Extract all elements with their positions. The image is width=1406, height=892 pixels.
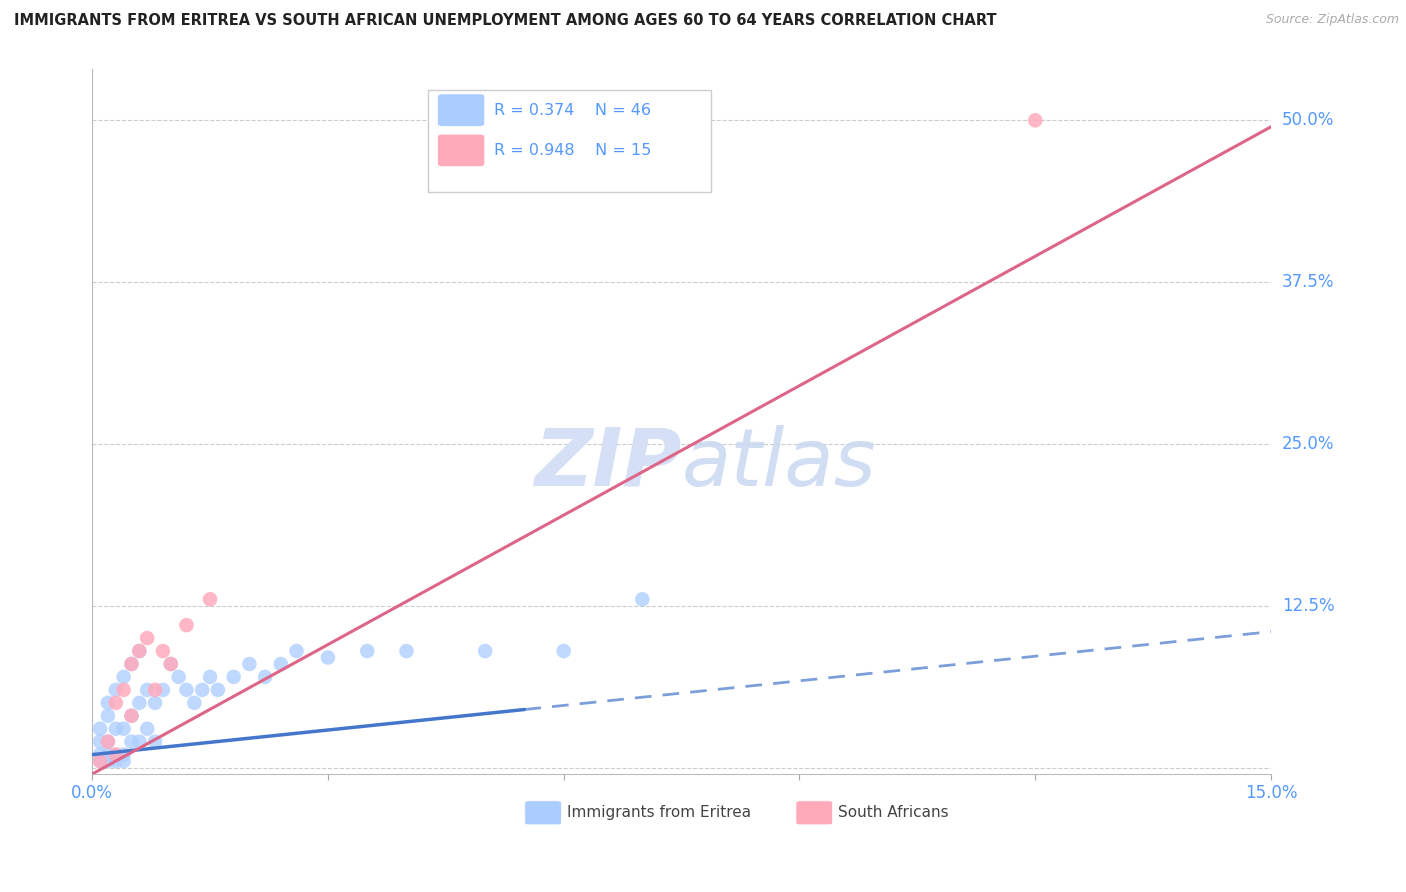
Point (159, 657, 181, 671)
Point (136, 682, 159, 697)
Point (254, 670, 277, 684)
Point (121, 657, 143, 671)
Point (128, 644, 150, 658)
Point (395, 644, 418, 658)
Point (97, 754, 120, 768)
Point (121, 734, 143, 748)
FancyBboxPatch shape (437, 94, 485, 127)
Point (191, 682, 214, 697)
Point (474, 644, 496, 658)
Point (238, 657, 260, 671)
Point (136, 631, 159, 645)
Point (198, 670, 221, 684)
Point (121, 708, 143, 723)
Point (152, 644, 174, 658)
FancyBboxPatch shape (796, 801, 832, 825)
Point (128, 696, 150, 710)
Point (207, 682, 229, 697)
Point (112, 670, 135, 684)
Point (121, 657, 143, 671)
Text: atlas: atlas (682, 425, 876, 502)
Point (136, 722, 159, 736)
Point (1024, 113, 1046, 128)
Point (89, 754, 111, 768)
Text: 12.5%: 12.5% (1282, 597, 1334, 615)
Point (553, 644, 575, 658)
Text: R = 0.374    N = 46: R = 0.374 N = 46 (494, 103, 651, 118)
Point (104, 682, 127, 697)
Text: 37.5%: 37.5% (1282, 273, 1334, 291)
Text: 50.0%: 50.0% (1282, 112, 1334, 129)
Point (222, 670, 245, 684)
Point (167, 670, 190, 684)
Point (112, 722, 135, 736)
Point (176, 682, 198, 697)
Point (97, 747, 120, 762)
Point (97, 696, 120, 710)
Point (89, 754, 111, 768)
Point (97, 734, 120, 748)
Point (143, 696, 166, 710)
Point (631, 592, 654, 607)
Point (316, 650, 339, 665)
Text: R = 0.948    N = 15: R = 0.948 N = 15 (494, 143, 651, 158)
Text: IMMIGRANTS FROM ERITREA VS SOUTH AFRICAN UNEMPLOYMENT AMONG AGES 60 TO 64 YEARS : IMMIGRANTS FROM ERITREA VS SOUTH AFRICAN… (14, 13, 997, 29)
Point (104, 722, 127, 736)
Point (128, 734, 150, 748)
Point (159, 657, 181, 671)
Point (121, 708, 143, 723)
Point (143, 734, 166, 748)
FancyBboxPatch shape (429, 90, 711, 192)
FancyBboxPatch shape (437, 134, 485, 167)
Text: Source: ZipAtlas.com: Source: ZipAtlas.com (1265, 13, 1399, 27)
Text: 25.0%: 25.0% (1282, 435, 1334, 453)
Point (104, 754, 127, 768)
Point (89, 747, 111, 762)
Point (112, 754, 135, 768)
Point (128, 644, 150, 658)
Text: Immigrants from Eritrea: Immigrants from Eritrea (567, 805, 751, 821)
Point (198, 592, 221, 607)
Text: ZIP: ZIP (534, 425, 682, 502)
Point (285, 644, 308, 658)
FancyBboxPatch shape (524, 801, 561, 825)
Point (89, 722, 111, 736)
Point (89, 734, 111, 748)
Point (183, 696, 205, 710)
Point (112, 682, 135, 697)
Point (270, 657, 292, 671)
Point (97, 734, 120, 748)
Point (356, 644, 378, 658)
Point (97, 708, 120, 723)
Point (112, 747, 135, 762)
Point (143, 682, 166, 697)
Point (152, 682, 174, 697)
Point (104, 747, 127, 762)
Point (104, 696, 127, 710)
Point (176, 618, 198, 632)
Text: South Africans: South Africans (838, 805, 949, 821)
Point (104, 747, 127, 762)
